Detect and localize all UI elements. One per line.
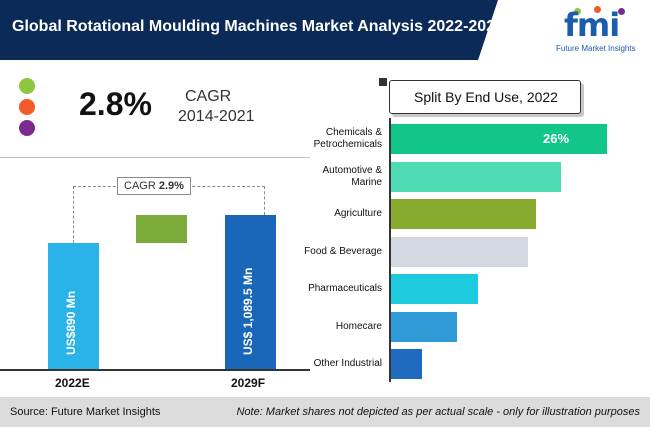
bar-2029 <box>225 215 276 369</box>
end-use-category-label: Agriculture <box>280 208 382 220</box>
end-use-category-line: Petrochemicals <box>313 139 382 150</box>
cagr-bracket-left <box>73 186 74 263</box>
end-use-bar <box>391 311 458 342</box>
split-header-marker <box>379 78 387 86</box>
logo-dot-orange <box>594 6 601 13</box>
growth-cagr-value: 2.9% <box>158 180 184 192</box>
end-use-category-line: Food & Beverage <box>304 245 382 257</box>
end-use-bar <box>391 349 422 379</box>
end-use-category-label: Automotive & Marine <box>280 165 382 189</box>
end-use-bar <box>391 161 562 192</box>
growth-cagr-prefix: CAGR <box>124 180 156 192</box>
end-use-category-label: Pharmaceuticals <box>280 283 382 295</box>
split-header-box: Split By End Use, 2022 <box>389 80 581 114</box>
end-use-category-line: Marine <box>351 176 382 188</box>
end-use-bar <box>391 236 529 267</box>
year-label-2029: 2029F <box>231 376 266 390</box>
growth-cagr-callout: CAGR 2.9% <box>117 177 191 195</box>
end-use-bar <box>391 274 479 304</box>
end-use-category-line: Pharmaceuticals <box>308 283 382 294</box>
category-axis-line <box>389 118 391 382</box>
footer-bar: Source: Future Market Insights Note: Mar… <box>0 397 650 427</box>
end-use-bar <box>391 124 607 154</box>
header-band <box>0 0 498 60</box>
bar-2022-value-label: US$890 Mn <box>64 290 78 355</box>
end-use-bar-value-label: 26% <box>543 131 570 146</box>
bullet-dot-green <box>19 78 35 94</box>
end-use-category-label: Chemicals & Petrochemicals <box>280 127 382 151</box>
cagr-bracket-right <box>264 186 265 215</box>
end-use-category-label: Other Industrial <box>280 358 382 370</box>
end-use-category-line: Other Industrial <box>313 358 382 369</box>
end-use-bar <box>391 199 537 229</box>
fmi-logo: fmi Future Market Insights <box>548 4 648 56</box>
end-use-category-line: Automotive & <box>322 164 382 176</box>
year-label-2022: 2022E <box>55 376 90 390</box>
bullet-dot-purple <box>19 120 35 136</box>
logo-subtitle: Future Market Insights <box>556 44 636 53</box>
bullet-dot-orange <box>19 99 35 115</box>
cagr-label: CAGR <box>185 88 232 105</box>
end-use-category-label: Homecare <box>280 321 382 333</box>
header-banner: Global Rotational Moulding Machines Mark… <box>0 0 650 60</box>
section-divider <box>0 157 310 158</box>
cagr-years: 2014-2021 <box>178 108 255 125</box>
cagr-value: 2.8% <box>79 86 152 122</box>
end-use-category-line: Agriculture <box>334 208 382 219</box>
bar-2022 <box>48 243 99 369</box>
bar-growth <box>136 215 187 244</box>
note-text: Note: Market shares not depicted as per … <box>236 406 640 418</box>
logo-text: fmi <box>564 6 620 44</box>
split-title: Split By End Use, 2022 <box>414 89 558 105</box>
logo-dot-purple <box>618 8 625 15</box>
bar-2029-value-label: US$ 1,089.5 Mn <box>241 267 255 355</box>
source-text: Source: Future Market Insights <box>10 406 161 418</box>
logo-dot-green <box>574 8 581 15</box>
page-title: Global Rotational Moulding Machines Mark… <box>12 18 504 35</box>
end-use-category-line: Homecare <box>335 320 382 332</box>
end-use-category-line: Chemicals & <box>325 127 382 138</box>
x-axis-line <box>0 369 310 371</box>
end-use-category-label: Food & Beverage <box>280 246 382 258</box>
